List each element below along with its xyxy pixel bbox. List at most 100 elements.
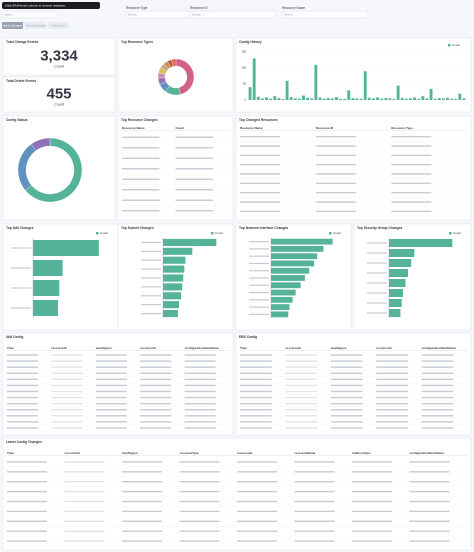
cell-placeholder xyxy=(51,360,83,362)
cell-placeholder xyxy=(122,481,162,483)
cell-placeholder xyxy=(184,415,216,417)
cell-placeholder xyxy=(315,191,356,194)
cell-placeholder xyxy=(122,471,162,473)
cell-placeholder xyxy=(294,510,335,513)
bar xyxy=(334,97,338,100)
cell-placeholder xyxy=(95,390,127,393)
cell-placeholder xyxy=(409,520,450,522)
cell-placeholder xyxy=(122,199,160,201)
bar xyxy=(163,310,178,318)
cell-placeholder xyxy=(51,415,83,417)
filter-input[interactable] xyxy=(281,10,369,19)
cell-placeholder xyxy=(51,384,83,387)
cell-placeholder xyxy=(391,163,432,166)
cell-placeholder xyxy=(315,163,356,166)
cell-placeholder xyxy=(179,461,220,463)
cell-placeholder xyxy=(7,471,47,473)
cell-placeholder xyxy=(294,471,335,473)
label-placeholder xyxy=(141,295,161,297)
bar xyxy=(271,296,293,303)
filter-input[interactable] xyxy=(1,10,59,19)
column-header: configurationItemStatus xyxy=(422,346,457,350)
cell-placeholder xyxy=(175,147,213,149)
cell-placeholder xyxy=(122,157,160,159)
bar xyxy=(297,98,301,100)
cell-placeholder xyxy=(294,520,335,522)
cell-placeholder xyxy=(294,500,335,503)
cell-placeholder xyxy=(409,530,450,532)
cell-placeholder xyxy=(409,510,450,513)
column-header: resourceId xyxy=(65,451,81,455)
bar xyxy=(363,71,367,100)
cell-placeholder xyxy=(237,461,277,463)
bar xyxy=(269,98,273,100)
bar xyxy=(252,58,256,100)
label-placeholder xyxy=(249,284,269,286)
y-tick-label: 50 xyxy=(243,82,247,86)
cell-placeholder xyxy=(122,147,160,149)
cell-placeholder xyxy=(7,354,39,356)
button[interactable] xyxy=(25,22,46,29)
button[interactable] xyxy=(2,22,23,29)
filter-placeholder: Select... xyxy=(284,12,295,16)
label-placeholder xyxy=(11,247,31,249)
cell-placeholder xyxy=(409,461,450,463)
bar xyxy=(389,239,453,247)
cell-placeholder xyxy=(240,415,272,417)
cell-placeholder xyxy=(175,199,213,201)
bar xyxy=(429,88,433,100)
bar xyxy=(265,97,268,100)
panel-title: Top Resource Changes xyxy=(121,118,158,122)
bar xyxy=(273,96,277,100)
filter-input[interactable] xyxy=(189,10,277,19)
label-placeholder xyxy=(249,306,269,308)
cell-placeholder xyxy=(240,154,280,157)
cell-placeholder xyxy=(330,366,363,368)
cell-placeholder xyxy=(7,409,39,411)
filter-placeholder: Select... xyxy=(128,12,139,16)
cell-placeholder xyxy=(315,201,356,203)
cell-placeholder xyxy=(7,520,47,522)
cell-placeholder xyxy=(122,210,160,212)
column-header: resourceId xyxy=(376,346,392,350)
legend-swatch xyxy=(329,232,332,235)
label-placeholder xyxy=(367,242,387,244)
bar xyxy=(277,98,281,100)
bar xyxy=(302,95,305,100)
button[interactable] xyxy=(48,22,69,29)
label-placeholder xyxy=(141,304,161,306)
bar xyxy=(271,275,305,281)
panel-title: Latest Config Changes xyxy=(6,440,42,444)
bar xyxy=(433,98,437,100)
cell-placeholder xyxy=(240,402,272,405)
bar xyxy=(163,301,179,309)
cell-placeholder xyxy=(352,520,392,522)
cell-placeholder xyxy=(376,384,408,387)
legend-label: Count xyxy=(333,231,341,235)
bar xyxy=(271,267,310,274)
cell-placeholder xyxy=(7,366,39,368)
cell-placeholder xyxy=(237,530,277,532)
cell-placeholder xyxy=(352,471,392,473)
cell-placeholder xyxy=(376,372,408,374)
label-placeholder xyxy=(367,292,387,294)
cell-placeholder xyxy=(7,461,47,463)
cell-placeholder xyxy=(240,135,280,138)
bar xyxy=(271,238,333,245)
cell-placeholder xyxy=(285,402,318,405)
bar xyxy=(33,300,59,316)
cell-placeholder xyxy=(376,421,408,423)
cell-placeholder xyxy=(7,500,47,503)
cell-placeholder xyxy=(179,510,220,513)
cell-placeholder xyxy=(330,427,363,429)
bar xyxy=(421,96,425,100)
bar xyxy=(389,299,402,307)
cell-placeholder xyxy=(285,366,318,368)
column-header: awsRegion xyxy=(96,346,112,350)
cell-placeholder xyxy=(376,354,408,356)
cell-placeholder xyxy=(421,409,454,411)
cell-placeholder xyxy=(330,378,363,381)
legend-swatch xyxy=(448,44,451,47)
cell-placeholder xyxy=(179,540,220,542)
cell-placeholder xyxy=(376,360,408,362)
